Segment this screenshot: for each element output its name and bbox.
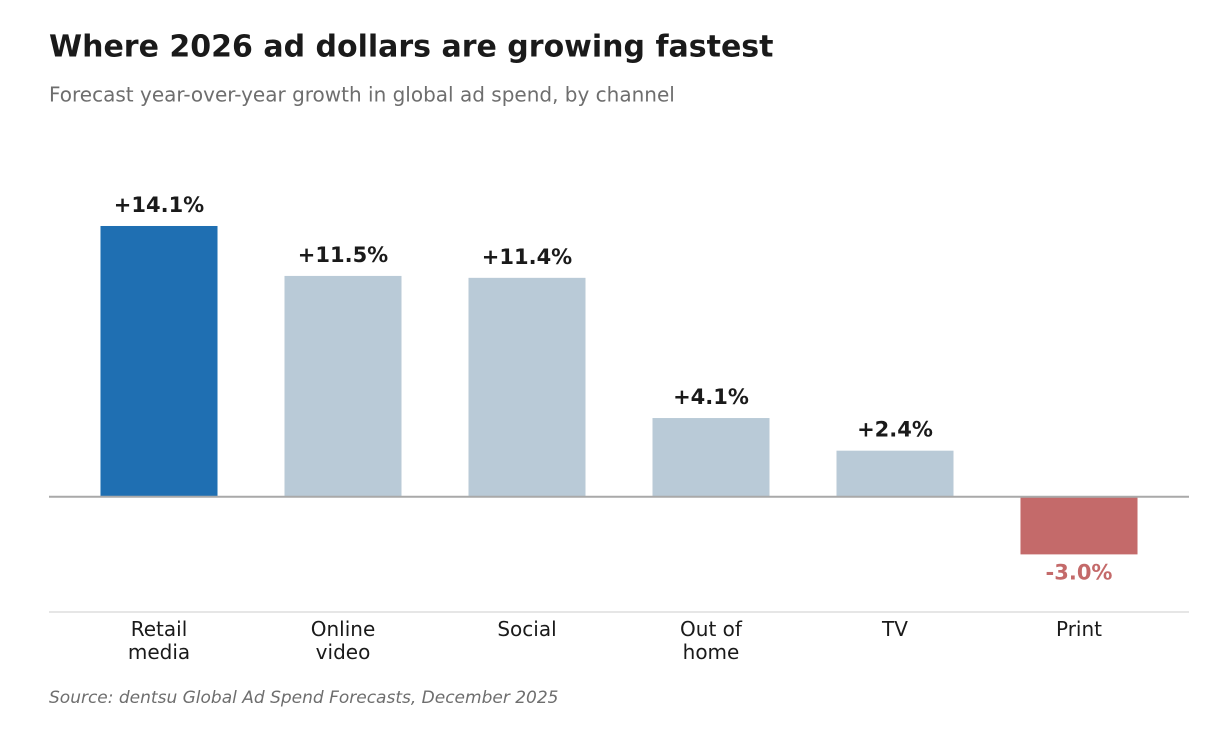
bar <box>652 418 770 497</box>
bar <box>100 225 218 497</box>
value-label: -3.0% <box>1046 560 1113 584</box>
value-label: +4.1% <box>673 385 749 409</box>
bar <box>836 450 954 497</box>
x-tick-label: Social <box>497 617 556 641</box>
value-label: +2.4% <box>857 418 933 442</box>
x-tick-label: Print <box>1056 617 1102 641</box>
chart-title: Where 2026 ad dollars are growing fastes… <box>49 30 774 65</box>
x-tick-label: Online video <box>311 617 376 664</box>
x-tick-label: TV <box>881 617 908 641</box>
value-label: +11.4% <box>482 245 572 269</box>
x-tick-label: Out of home <box>680 617 743 664</box>
chart-subtitle: Forecast year-over-year growth in global… <box>49 83 675 107</box>
bar <box>1020 496 1138 555</box>
bar <box>284 275 402 497</box>
source-note: Source: dentsu Global Ad Spend Forecasts… <box>49 688 559 708</box>
value-label: +11.5% <box>298 243 388 267</box>
x-tick-label: Retail media <box>128 617 190 664</box>
bar <box>468 277 586 497</box>
value-label: +14.1% <box>114 193 204 217</box>
